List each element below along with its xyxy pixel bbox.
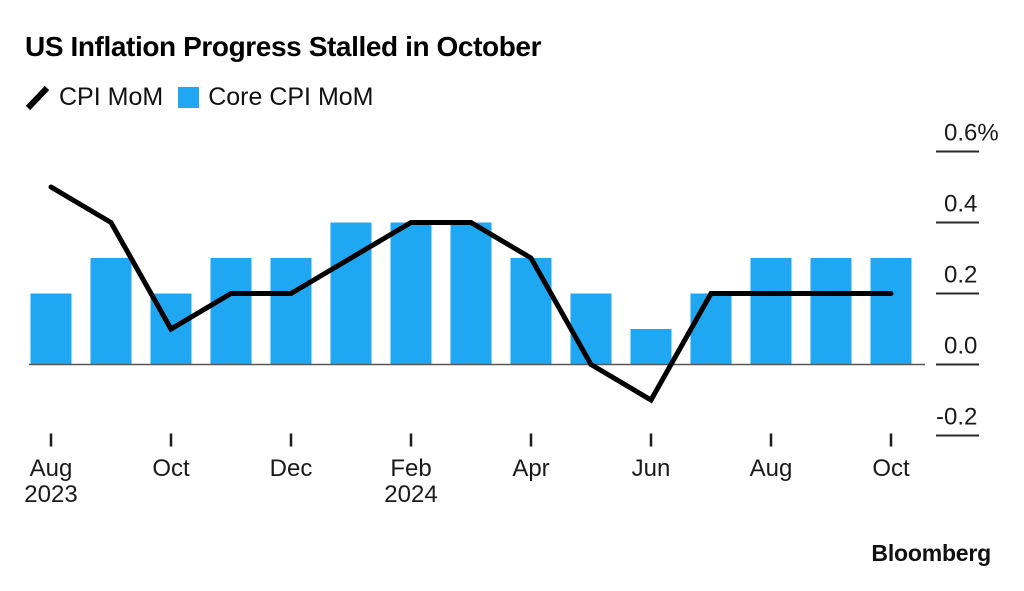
bar-oct-2024	[870, 258, 912, 365]
cpi-mom-line	[48, 184, 894, 404]
legend-item-cpi-mom: CPI MoM	[24, 83, 163, 112]
x-tick-label-jun-2024: Jun	[632, 455, 671, 482]
bloomberg-logo: Bloomberg	[871, 540, 991, 566]
x-tick-label-aug-2024: Aug	[750, 455, 793, 482]
x-tick-label-feb-2024-year: 2024	[384, 481, 437, 508]
bar-sep-2023	[90, 258, 132, 365]
bar-jun-2024	[630, 329, 672, 365]
bar-series-swatch-icon	[178, 87, 200, 108]
bar-mar-2024	[450, 222, 492, 365]
bar-may-2024	[570, 293, 612, 365]
y-tick-label-0.2: 0.2	[944, 262, 977, 289]
x-tick-label-apr-2024: Apr	[512, 455, 549, 482]
chart-legend: CPI MoM Core CPI MoM	[24, 83, 374, 112]
chart-title: US Inflation Progress Stalled in October	[25, 31, 542, 62]
bar-jul-2024	[690, 293, 732, 365]
bar-aug-2024	[750, 258, 792, 365]
x-tick-label-oct-2023: Oct	[152, 455, 190, 482]
bar-nov-2023	[210, 258, 252, 365]
x-tick-label-aug-2023-year: 2023	[24, 481, 77, 508]
bar-feb-2024	[390, 222, 432, 365]
x-tick-label-aug-2023: Aug	[30, 455, 73, 482]
bar-series-group	[30, 222, 912, 365]
y-tick-label-0.0: 0.0	[944, 333, 977, 360]
x-tick-label-dec-2023: Dec	[270, 455, 313, 482]
legend-label-cpi-mom: CPI MoM	[59, 83, 164, 111]
x-tick-label-oct-2024: Oct	[872, 455, 910, 482]
x-tick-label-feb-2024: Feb	[390, 455, 431, 482]
bar-aug-2023	[30, 293, 72, 365]
line-series-swatch-icon	[25, 85, 50, 110]
y-tick-label--0.2: -0.2	[936, 404, 977, 431]
bar-dec-2023	[270, 258, 312, 365]
line-series-group	[48, 184, 894, 404]
bar-jan-2024	[330, 222, 372, 365]
bar-apr-2024	[510, 258, 552, 365]
legend-label-core-cpi-mom: Core CPI MoM	[208, 83, 374, 111]
y-tick-label-0.6%: 0.6%	[944, 120, 999, 147]
legend-item-core-cpi-mom: Core CPI MoM	[178, 83, 374, 112]
y-tick-label-0.4: 0.4	[944, 191, 977, 218]
bar-sep-2024	[810, 258, 852, 365]
